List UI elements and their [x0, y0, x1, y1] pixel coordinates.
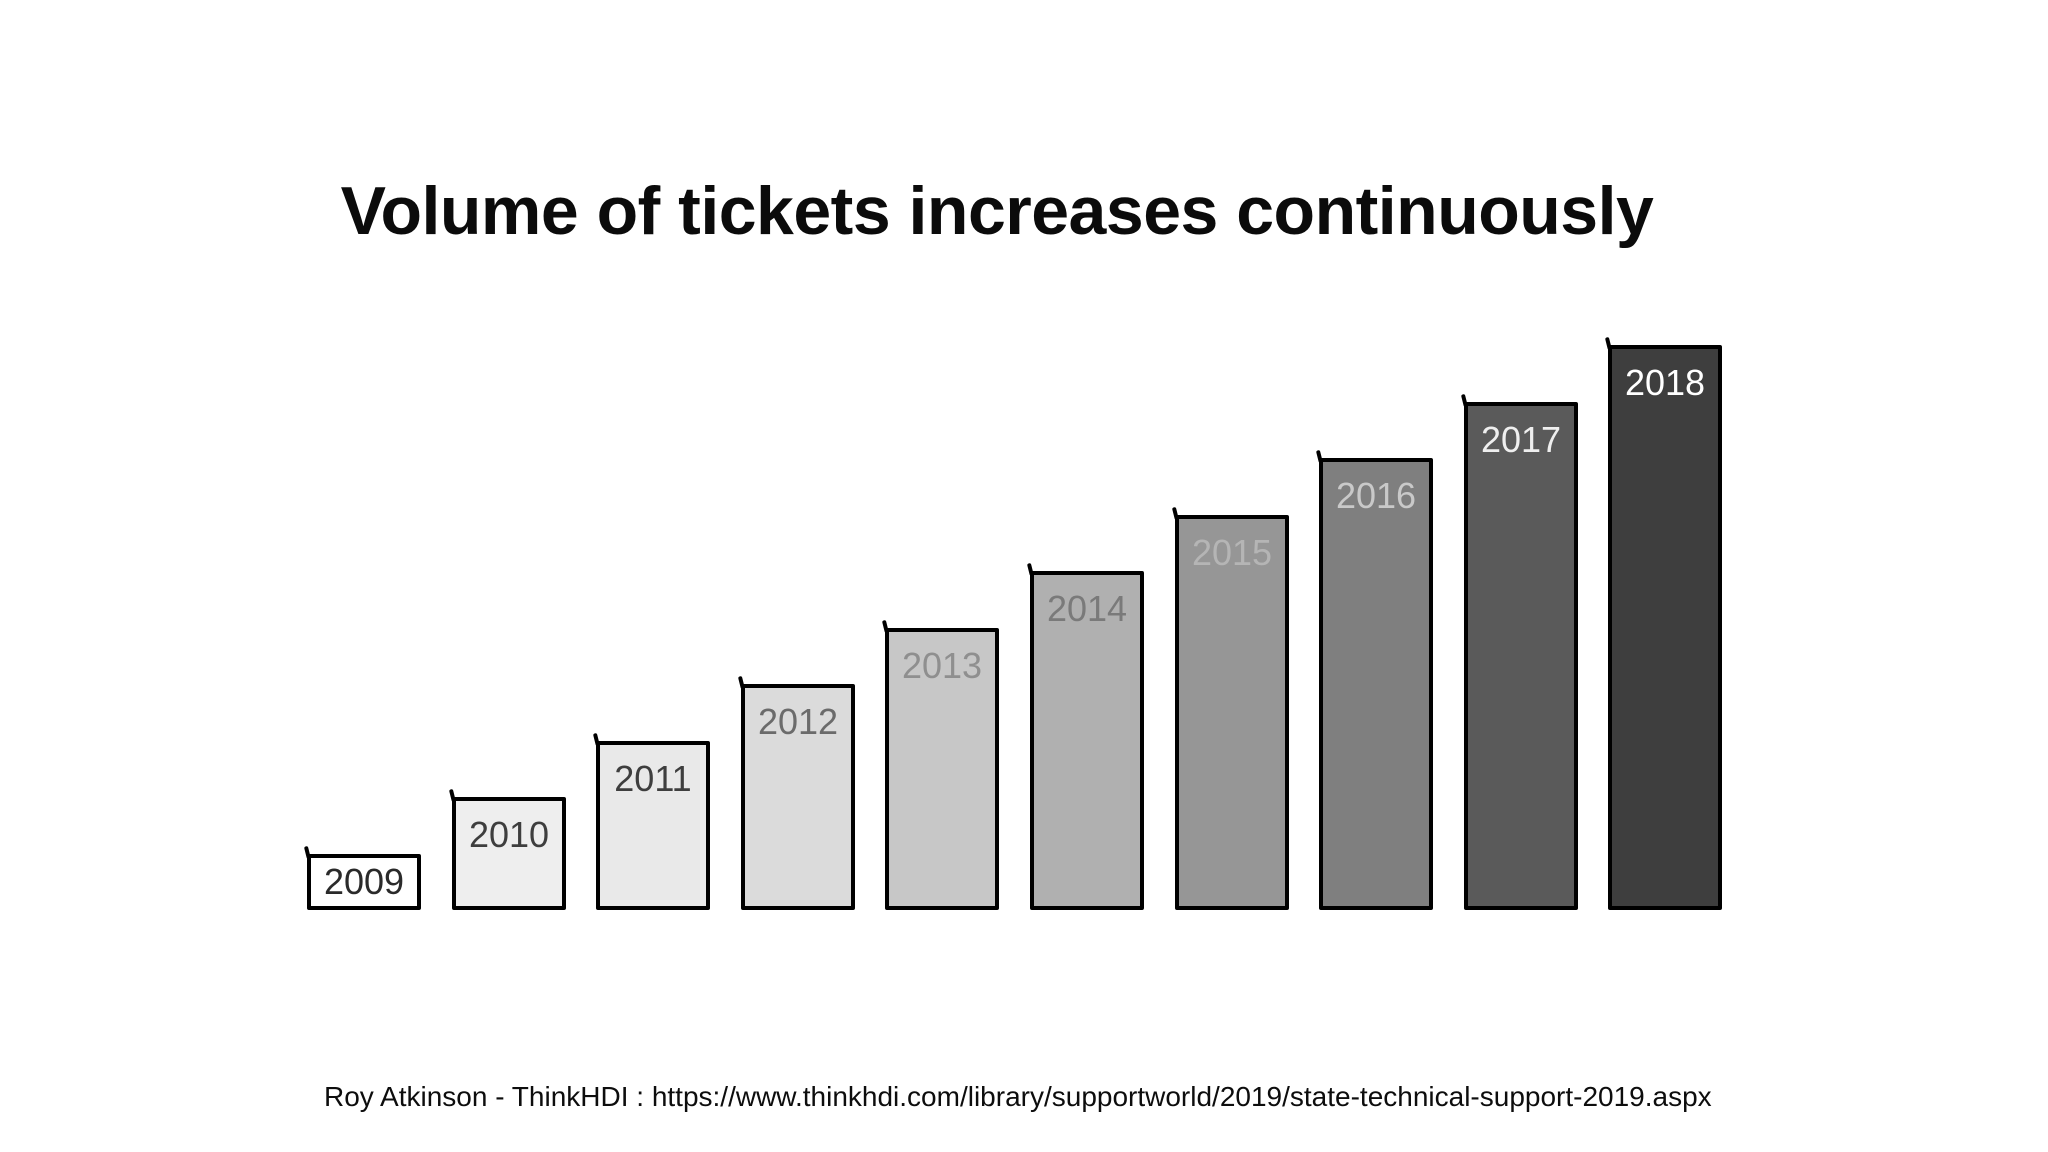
- bar-2010: 2010: [452, 797, 566, 910]
- bar-2018: 2018: [1608, 345, 1722, 910]
- bar-2016: 2016: [1319, 458, 1433, 910]
- bar-year-label: 2014: [1046, 588, 1128, 629]
- bar-2009: 2009: [307, 854, 421, 910]
- chart-title: Volume of tickets increases continuously: [340, 173, 1654, 249]
- bar-2017: 2017: [1464, 402, 1578, 910]
- bar-year-label: 2012: [757, 701, 839, 742]
- bar-2011: 2011: [596, 741, 710, 910]
- bar-year-label: 2016: [1335, 475, 1417, 516]
- bar-year-label: 2018: [1624, 362, 1706, 403]
- source-citation: Roy Atkinson - ThinkHDI : https://www.th…: [324, 1081, 1712, 1112]
- bar-2012: 2012: [741, 684, 855, 910]
- bar-year-label: 2011: [614, 758, 692, 799]
- bar-year-label: 2009: [323, 861, 405, 903]
- bar-year-label: 2010: [468, 814, 550, 855]
- bar-year-label: 2015: [1191, 532, 1273, 573]
- bar-year-label: 2017: [1480, 419, 1562, 460]
- bar-2015: 2015: [1175, 515, 1289, 910]
- bar-2013: 2013: [885, 628, 999, 910]
- bar-2014: 2014: [1030, 571, 1144, 910]
- bar-year-label: 2013: [901, 645, 983, 686]
